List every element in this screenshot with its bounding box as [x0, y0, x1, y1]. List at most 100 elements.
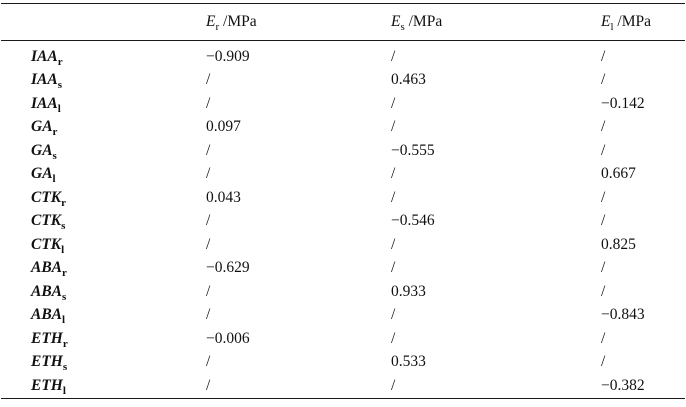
table-row: ABAr −0.629 / / [1, 257, 685, 281]
column-header-er: Er /MPa [206, 3, 391, 41]
table-body: IAAr −0.909 / / IAAs / 0.463 / IAAl / / … [1, 41, 685, 399]
row-label: GA [31, 165, 53, 183]
value-cell: / [206, 94, 211, 112]
value-cell: −0.555 [391, 141, 435, 159]
table-row: GAs / −0.555 / [1, 139, 685, 163]
correlation-table: Er /MPa Es /MPa El /MPa IAAr −0.909 / / … [1, 3, 685, 399]
row-label-subscript: s [62, 290, 67, 303]
row-header: ETHs [1, 351, 206, 375]
value-cell: / [601, 259, 606, 277]
value-cell: / [206, 353, 211, 371]
row-label-subscript: s [52, 149, 57, 162]
value-cell: / [391, 306, 396, 324]
row-label: ETH [31, 329, 63, 347]
row-label: CTK [31, 188, 62, 206]
table-row: IAAr −0.909 / / [1, 41, 685, 69]
value-cell: / [391, 94, 396, 112]
table-row: ETHr −0.006 / / [1, 327, 685, 351]
value-cell: −0.546 [391, 212, 435, 230]
column-symbol: E [391, 13, 401, 30]
table-header: Er /MPa Es /MPa El /MPa [1, 3, 685, 41]
value-cell: / [391, 47, 396, 65]
value-cell: / [601, 212, 606, 230]
value-cell: 0.097 [206, 118, 241, 136]
value-cell: 0.533 [391, 353, 426, 371]
row-label-subscript: r [57, 55, 63, 68]
row-header: IAAl [1, 92, 206, 116]
value-cell: 0.825 [601, 235, 636, 253]
row-label-subscript: l [62, 384, 66, 397]
value-cell: 0.933 [391, 282, 426, 300]
column-subscript: l [610, 21, 614, 34]
table-row: IAAl / / −0.142 [1, 92, 685, 116]
value-cell: / [391, 118, 396, 136]
value-cell: / [206, 235, 211, 253]
header-empty-cell [1, 3, 206, 41]
column-header-el: El /MPa [601, 3, 685, 41]
value-cell: 0.043 [206, 188, 241, 206]
value-cell: / [391, 329, 396, 347]
column-symbol: E [206, 13, 216, 30]
column-unit: /MPa [613, 13, 651, 30]
row-header: IAAr [1, 41, 206, 69]
column-header-es: Es /MPa [391, 3, 601, 41]
row-label-subscript: r [61, 196, 67, 209]
column-subscript: r [215, 21, 220, 34]
row-label-subscript: s [57, 79, 62, 92]
value-cell: / [601, 47, 606, 65]
row-label-subscript: r [62, 337, 68, 350]
column-unit: /MPa [404, 13, 443, 30]
value-cell: / [391, 376, 396, 394]
row-label: ABA [31, 259, 63, 277]
value-cell: / [601, 118, 606, 136]
column-unit: /MPa [219, 13, 257, 30]
row-header: CTKr [1, 186, 206, 210]
row-header: ETHl [1, 374, 206, 398]
table-row: ETHl / / −0.382 [1, 374, 685, 398]
value-cell: / [391, 188, 396, 206]
table-row: CTKl / / 0.825 [1, 233, 685, 257]
row-label: CTK [31, 212, 62, 230]
value-cell: / [391, 235, 396, 253]
value-cell: −0.142 [601, 94, 645, 112]
row-header: GAl [1, 163, 206, 187]
value-cell: / [391, 165, 396, 183]
row-header: ABAs [1, 280, 206, 304]
table-row: CTKs / −0.546 / [1, 210, 685, 234]
row-label-subscript: l [52, 173, 56, 186]
row-label-subscript: s [62, 361, 68, 374]
value-cell: / [601, 353, 606, 371]
value-cell: 0.463 [391, 71, 426, 89]
table-row: ABAl / / −0.843 [1, 304, 685, 328]
value-cell: / [206, 71, 211, 89]
value-cell: / [601, 282, 606, 300]
row-header: IAAs [1, 69, 206, 93]
row-header: CTKs [1, 210, 206, 234]
value-cell: −0.909 [206, 47, 250, 65]
row-label: ETH [31, 376, 63, 394]
row-label: IAA [31, 94, 58, 112]
row-label: IAA [31, 71, 58, 89]
header-row: Er /MPa Es /MPa El /MPa [1, 3, 685, 41]
row-label-subscript: l [61, 243, 65, 256]
column-symbol: E [601, 13, 611, 30]
row-label: IAA [31, 47, 58, 65]
value-cell: / [601, 329, 606, 347]
table-row: ETHs / 0.533 / [1, 351, 685, 375]
row-header: ETHr [1, 327, 206, 351]
value-cell: −0.006 [206, 329, 250, 347]
value-cell: / [391, 259, 396, 277]
table-row: CTKr 0.043 / / [1, 186, 685, 210]
value-cell: / [206, 282, 211, 300]
row-label: ABA [31, 282, 63, 300]
value-cell: / [206, 141, 211, 159]
row-header: CTKl [1, 233, 206, 257]
row-header: GAr [1, 116, 206, 140]
row-header: ABAr [1, 257, 206, 281]
row-label-subscript: r [62, 267, 67, 280]
table-row: GAl / / 0.667 [1, 163, 685, 187]
table-row: IAAs / 0.463 / [1, 69, 685, 93]
row-label-subscript: l [62, 314, 66, 327]
value-cell: 0.667 [601, 165, 636, 183]
